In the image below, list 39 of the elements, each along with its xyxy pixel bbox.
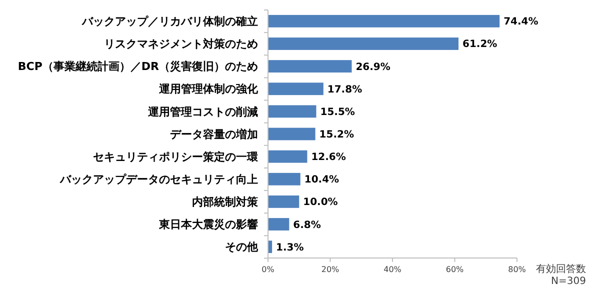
y-tick-label: セキュリティポリシー策定の一環 xyxy=(93,150,259,164)
data-label: 12.6% xyxy=(311,152,346,164)
x-tick-label: 60% xyxy=(446,265,464,274)
data-label: 15.5% xyxy=(320,106,355,118)
x-tick-label: 20% xyxy=(321,265,340,274)
text: N=309 xyxy=(551,276,586,286)
bar xyxy=(268,150,308,163)
data-label: 10.4% xyxy=(304,174,340,186)
data-label: 26.9% xyxy=(356,62,390,73)
y-tick-label: データ容量の増加 xyxy=(170,128,258,141)
x-tick-label: 80% xyxy=(508,265,526,274)
bar xyxy=(268,195,300,208)
y-tick-label: 内部統制対策 xyxy=(192,196,259,209)
x-tick-label: 40% xyxy=(384,265,402,274)
data-label: 61.2% xyxy=(462,39,498,50)
y-tick-label: 運用管理体制の強化 xyxy=(158,82,259,96)
y-tick-label: 運用管理コストの削減 xyxy=(147,105,258,118)
bar xyxy=(268,38,458,50)
data-label: 17.8% xyxy=(327,84,362,96)
bar xyxy=(268,105,316,118)
bar xyxy=(268,82,324,96)
x-tick-label: 0% xyxy=(262,265,275,274)
y-tick-label: バックアップ／リカバリ体制の確立 xyxy=(81,15,258,28)
data-label: 6.8% xyxy=(293,220,321,231)
bar xyxy=(268,128,316,140)
text: 有効回答数 xyxy=(536,263,586,275)
data-label: 10.0% xyxy=(303,197,338,208)
data-label: 1.3% xyxy=(276,242,304,254)
data-label: 74.4% xyxy=(504,16,538,28)
bar xyxy=(268,218,290,230)
y-tick-label: バックアップデータのセキュリティ向上 xyxy=(59,172,258,186)
bar xyxy=(268,60,352,73)
bar xyxy=(268,172,300,186)
bar xyxy=(268,14,500,28)
y-tick-label: その他 xyxy=(225,240,259,254)
y-tick-label: BCP（事業継続計画）／DR（災害復旧）のため xyxy=(18,60,258,74)
y-tick-label: リスクマネジメント対策のため xyxy=(104,38,258,51)
y-tick-label: 東日本大震災の影響 xyxy=(158,218,258,232)
data-label: 15.2% xyxy=(319,130,354,140)
